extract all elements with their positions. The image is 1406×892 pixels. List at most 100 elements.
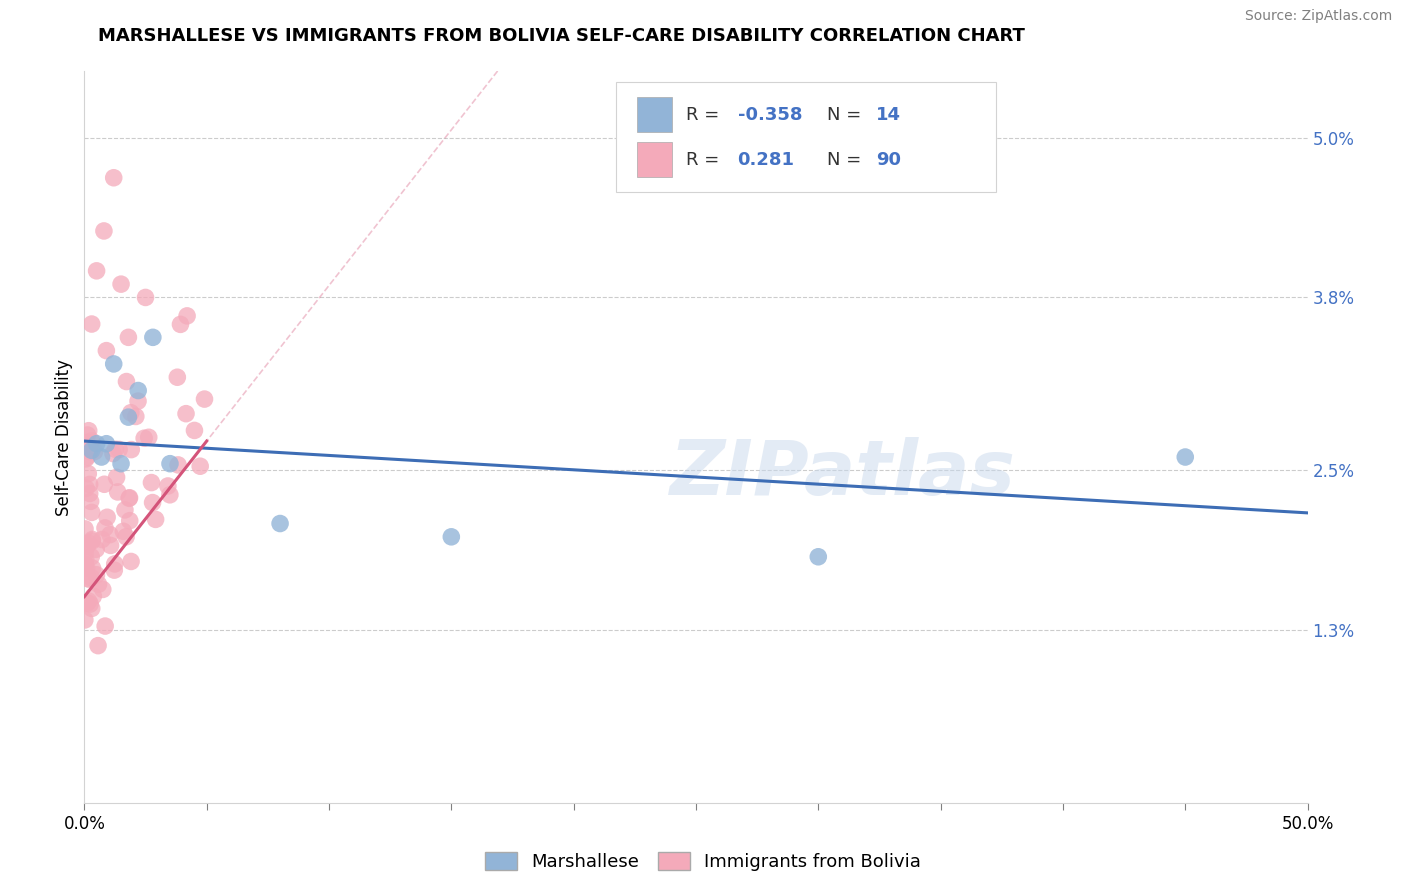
Point bbox=[188, 459, 211, 474]
Point bbox=[107, 485, 129, 500]
Point bbox=[142, 495, 165, 509]
Point bbox=[156, 479, 179, 493]
Point bbox=[80, 534, 103, 549]
Point bbox=[80, 601, 103, 615]
Text: R =: R = bbox=[686, 105, 725, 124]
Text: Source: ZipAtlas.com: Source: ZipAtlas.com bbox=[1244, 9, 1392, 23]
Point bbox=[86, 436, 108, 450]
Point bbox=[141, 475, 163, 490]
Point bbox=[82, 589, 104, 603]
FancyBboxPatch shape bbox=[637, 142, 672, 178]
Point bbox=[1174, 450, 1197, 464]
Point bbox=[114, 503, 136, 517]
Point bbox=[127, 384, 149, 398]
Point bbox=[79, 444, 101, 458]
Point bbox=[174, 407, 197, 421]
Point bbox=[193, 392, 215, 406]
Point bbox=[159, 457, 181, 471]
Point bbox=[87, 577, 110, 591]
Point bbox=[169, 318, 191, 332]
Point bbox=[159, 488, 181, 502]
Point bbox=[73, 440, 96, 454]
Point bbox=[108, 442, 131, 457]
Point bbox=[127, 394, 149, 409]
Point bbox=[73, 522, 96, 536]
Point bbox=[103, 357, 125, 371]
Point bbox=[807, 549, 830, 564]
Point bbox=[440, 530, 463, 544]
Point bbox=[96, 343, 118, 358]
Point bbox=[73, 558, 96, 572]
Point bbox=[77, 572, 100, 586]
Point bbox=[80, 571, 103, 585]
Point bbox=[110, 457, 132, 471]
Point bbox=[96, 436, 118, 450]
Point bbox=[115, 530, 138, 544]
Point bbox=[120, 442, 142, 457]
Point bbox=[134, 431, 156, 445]
Point bbox=[120, 554, 142, 568]
Point bbox=[75, 552, 97, 566]
Point bbox=[93, 477, 115, 491]
Text: -0.358: -0.358 bbox=[738, 105, 801, 124]
Point bbox=[94, 619, 117, 633]
Point bbox=[86, 567, 108, 582]
Point bbox=[104, 442, 127, 457]
Point bbox=[269, 516, 291, 531]
Point bbox=[98, 527, 121, 541]
Point bbox=[77, 536, 100, 550]
Point bbox=[96, 510, 118, 524]
Point bbox=[80, 505, 103, 519]
Point bbox=[76, 435, 98, 450]
Point bbox=[76, 560, 98, 574]
Point bbox=[167, 458, 190, 472]
Text: 90: 90 bbox=[876, 151, 901, 169]
FancyBboxPatch shape bbox=[616, 82, 995, 192]
Point bbox=[73, 559, 96, 574]
Point bbox=[75, 481, 97, 495]
Point bbox=[75, 546, 97, 560]
Point bbox=[118, 514, 141, 528]
Point bbox=[79, 494, 101, 508]
Point bbox=[80, 434, 103, 448]
Point bbox=[75, 451, 97, 466]
Point bbox=[90, 450, 112, 464]
Point bbox=[142, 330, 165, 344]
Point bbox=[87, 639, 110, 653]
Point bbox=[101, 446, 124, 460]
Point bbox=[110, 277, 132, 292]
Point bbox=[93, 224, 115, 238]
Y-axis label: Self-Care Disability: Self-Care Disability bbox=[55, 359, 73, 516]
Text: 0.281: 0.281 bbox=[738, 151, 794, 169]
Point bbox=[145, 512, 167, 526]
Legend: Marshallese, Immigrants from Bolivia: Marshallese, Immigrants from Bolivia bbox=[478, 845, 928, 879]
Point bbox=[80, 317, 103, 331]
Point bbox=[103, 170, 125, 185]
Point bbox=[166, 370, 188, 384]
Point bbox=[82, 533, 104, 547]
Point bbox=[77, 572, 100, 586]
Point bbox=[183, 424, 205, 438]
Point bbox=[138, 430, 160, 444]
Point bbox=[104, 557, 127, 571]
Point bbox=[76, 450, 98, 464]
Point bbox=[86, 264, 108, 278]
Point bbox=[91, 533, 114, 547]
Point bbox=[77, 594, 100, 608]
Point bbox=[117, 330, 139, 344]
Text: N =: N = bbox=[827, 151, 868, 169]
Point bbox=[77, 424, 100, 438]
Point bbox=[94, 521, 117, 535]
Point bbox=[118, 491, 141, 505]
Point bbox=[80, 549, 103, 564]
Text: ZIPatlas: ZIPatlas bbox=[669, 437, 1015, 510]
Point bbox=[117, 410, 139, 425]
Point bbox=[83, 444, 105, 458]
Point bbox=[77, 467, 100, 481]
Text: 14: 14 bbox=[876, 105, 901, 124]
Point bbox=[91, 582, 114, 597]
Point bbox=[112, 524, 135, 539]
Point bbox=[80, 443, 103, 458]
Point bbox=[176, 309, 198, 323]
Point bbox=[103, 563, 125, 577]
